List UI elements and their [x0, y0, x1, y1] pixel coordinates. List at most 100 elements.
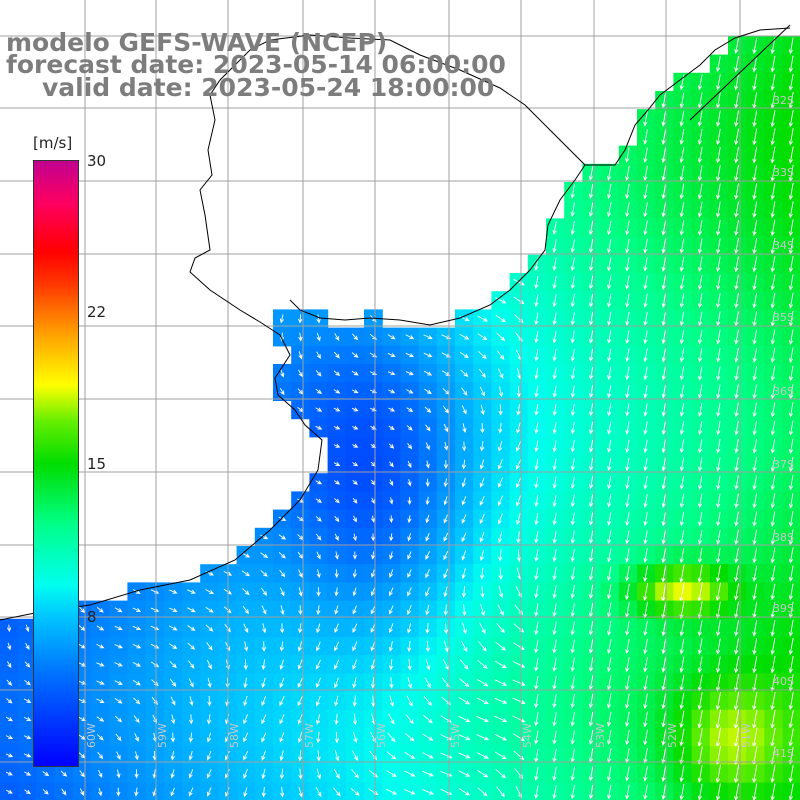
- wind-arrow: [512, 660, 526, 668]
- wind-arrow: [461, 568, 466, 580]
- wind-arrow: [752, 256, 758, 273]
- wind-arrow: [443, 532, 449, 542]
- wind-arrow: [734, 511, 739, 527]
- wind-arrow: [661, 747, 667, 764]
- wind-arrow: [606, 202, 612, 218]
- wind-arrow: [643, 475, 648, 490]
- wind-arrow: [477, 315, 489, 322]
- title-model: modelo GEFS-WAVE (NCEP): [6, 28, 388, 57]
- wind-arrow: [661, 275, 666, 291]
- wind-arrow: [516, 531, 521, 544]
- wind-arrow: [788, 438, 794, 454]
- wind-arrow: [606, 766, 612, 782]
- wind-arrow: [588, 548, 594, 563]
- wind-arrow: [697, 692, 703, 711]
- wind-arrow: [407, 605, 412, 616]
- wind-arrow: [498, 422, 503, 434]
- wind-arrow: [476, 752, 489, 759]
- wind-arrow: [661, 330, 666, 345]
- wind-arrow: [752, 783, 758, 800]
- wind-arrow: [752, 691, 758, 711]
- wind-arrow: [388, 443, 395, 449]
- wind-arrow: [697, 293, 703, 309]
- wind-arrow: [661, 512, 666, 527]
- wind-arrow: [625, 693, 630, 709]
- title-valid-date: valid date: 2023-05-24 18:00:00: [42, 73, 495, 102]
- wind-arrow: [405, 334, 415, 340]
- wind-arrow: [334, 515, 340, 523]
- wind-arrow: [643, 565, 648, 583]
- wind-arrow: [697, 529, 703, 545]
- wind-arrow: [697, 201, 703, 218]
- wind-arrow: [315, 786, 322, 798]
- wind-arrow: [333, 370, 341, 376]
- wind-arrow: [734, 674, 740, 692]
- wind-arrow: [261, 750, 267, 761]
- wind-arrow: [315, 713, 321, 725]
- wind-arrow: [512, 697, 526, 704]
- wind-arrow: [661, 238, 667, 254]
- wind-arrow: [716, 348, 721, 363]
- wind-cell: [382, 782, 401, 800]
- wind-arrow: [243, 787, 248, 798]
- lon-label-56w: 56W: [375, 723, 388, 748]
- wind-arrow: [570, 657, 575, 673]
- wind-arrow: [570, 421, 575, 435]
- wind-arrow: [114, 698, 123, 704]
- wind-arrow: [476, 734, 490, 741]
- wind-arrow: [588, 220, 594, 236]
- wind-arrow: [588, 312, 594, 326]
- wind-arrow: [96, 698, 105, 703]
- wind-arrow: [552, 603, 557, 618]
- wind-arrow: [716, 293, 721, 309]
- wind-arrow: [206, 642, 213, 651]
- wind-arrow: [770, 365, 776, 382]
- wind-arrow: [625, 165, 630, 181]
- wind-arrow: [716, 56, 721, 73]
- wind-arrow: [443, 405, 450, 414]
- wind-arrow: [625, 494, 630, 508]
- wind-arrow: [334, 677, 339, 689]
- wind-arrow: [170, 732, 176, 743]
- wind-arrow: [552, 440, 557, 453]
- wind-arrow: [23, 698, 32, 704]
- wind-arrow: [134, 787, 139, 797]
- wind-arrow: [625, 238, 630, 254]
- wind-arrow: [497, 477, 504, 488]
- lat-label-37s: 37S: [773, 458, 794, 471]
- wind-arrow: [588, 439, 594, 453]
- wind-arrow: [770, 438, 776, 454]
- wind-arrow: [734, 565, 739, 583]
- wind-speed-field: [0, 36, 800, 800]
- wind-arrow: [24, 771, 32, 776]
- title-forecast-date: forecast date: 2023-05-14 06:00:00: [6, 50, 506, 79]
- wind-arrow: [661, 421, 666, 436]
- wind-arrow: [788, 73, 794, 91]
- wind-cell: [54, 782, 74, 800]
- wind-arrow: [79, 788, 84, 796]
- wind-arrow: [479, 513, 485, 525]
- wind-arrow: [352, 569, 357, 579]
- wind-arrow: [315, 407, 323, 412]
- wind-arrow: [643, 311, 648, 326]
- wind-arrow: [734, 256, 739, 273]
- wind-cell: [18, 782, 37, 800]
- wind-arrow: [788, 37, 794, 55]
- wind-arrow: [588, 275, 594, 290]
- wind-arrow: [679, 564, 685, 584]
- wind-arrow: [333, 480, 341, 485]
- wind-arrow: [132, 625, 142, 631]
- wind-arrow: [570, 202, 575, 218]
- wind-arrow: [133, 697, 141, 705]
- wind-arrow: [389, 569, 394, 578]
- wind-arrow: [752, 238, 758, 255]
- wind-arrow: [404, 789, 416, 795]
- wind-arrow: [661, 384, 666, 399]
- wind-arrow: [25, 642, 30, 651]
- wind-arrow: [697, 710, 703, 729]
- wind-arrow: [443, 514, 448, 524]
- wind-arrow: [588, 693, 594, 709]
- wind-arrow: [461, 532, 467, 543]
- wind-arrow: [425, 424, 431, 432]
